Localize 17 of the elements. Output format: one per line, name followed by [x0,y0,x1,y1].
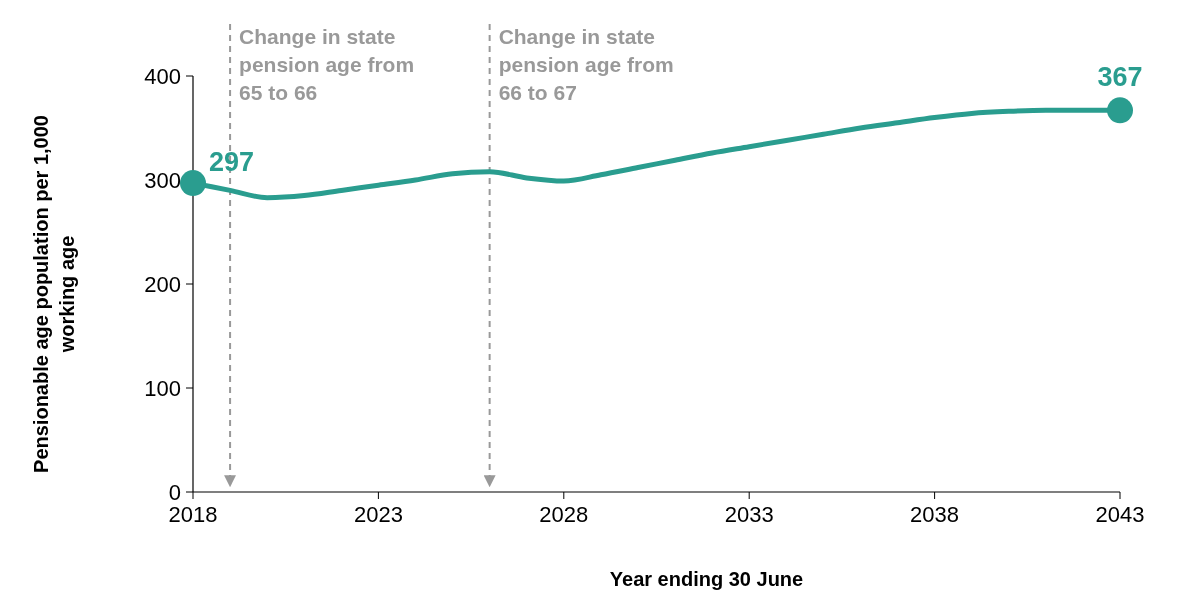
data-label: 367 [1097,62,1143,93]
ref-line-label: Change in state pension age from 66 to 67 [498,25,674,104]
y-tick-label: 0 [168,479,181,505]
data-label: 297 [209,147,255,178]
y-tick-label: 400 [144,63,181,89]
y-tick-label: 100 [144,375,181,401]
x-tick-label: 2043 [1095,502,1145,527]
x-tick-label: 2018 [168,502,218,527]
x-axis-title: Year ending 30 June [609,568,804,590]
ref-line-label: Change in state pension age from 65 to 66 [239,25,415,104]
y-tick-label: 300 [144,167,181,193]
x-tick-label: 2023 [353,502,403,527]
y-axis-title: Pensionable age population per 1,000 working age [30,115,78,473]
y-tick-label: 200 [144,271,181,297]
x-tick-label: 2033 [724,502,774,527]
x-tick-label: 2028 [539,502,589,527]
x-tick-label: 2038 [910,502,960,527]
